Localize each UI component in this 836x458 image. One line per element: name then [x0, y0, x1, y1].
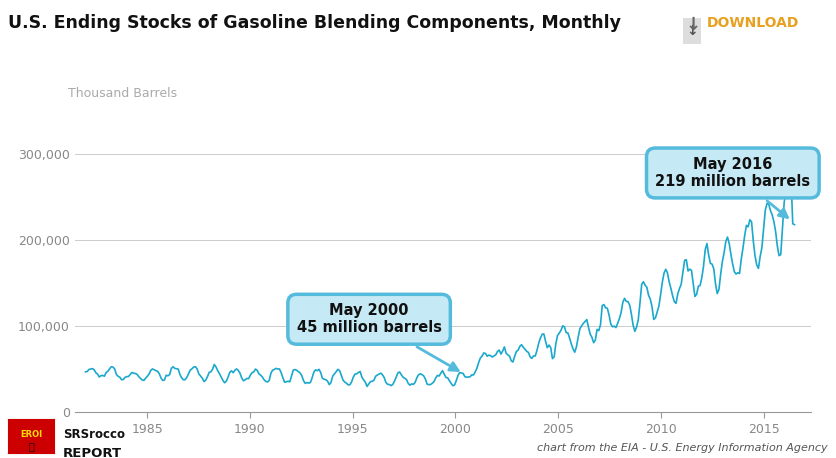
Text: Thousand Barrels: Thousand Barrels — [68, 87, 177, 100]
Text: REPORT: REPORT — [63, 447, 122, 458]
Text: May 2016
219 million barrels: May 2016 219 million barrels — [655, 157, 810, 218]
Text: U.S. Ending Stocks of Gasoline Blending Components, Monthly: U.S. Ending Stocks of Gasoline Blending … — [8, 14, 621, 32]
Text: ↓: ↓ — [686, 16, 701, 34]
Text: SRSrocco: SRSrocco — [63, 428, 125, 441]
Text: 🗺: 🗺 — [28, 442, 34, 452]
Text: ↓: ↓ — [686, 24, 698, 38]
Text: chart from the EIA - U.S. Energy Information Agency: chart from the EIA - U.S. Energy Informa… — [537, 443, 828, 453]
Text: May 2000
45 million barrels: May 2000 45 million barrels — [297, 303, 458, 371]
Text: EROI: EROI — [20, 430, 43, 439]
Text: DOWNLOAD: DOWNLOAD — [706, 16, 798, 30]
